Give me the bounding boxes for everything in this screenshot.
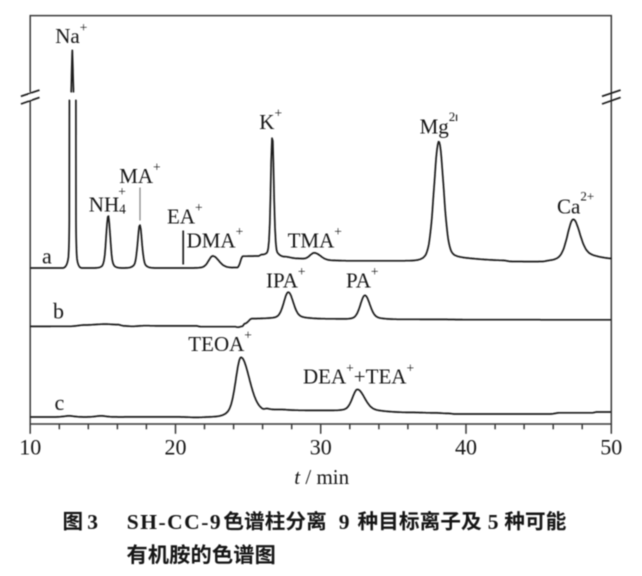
svg-text:30: 30 bbox=[310, 435, 332, 460]
svg-text:EA+: EA+ bbox=[167, 200, 203, 228]
svg-text:t / min: t / min bbox=[294, 465, 349, 489]
svg-text:20: 20 bbox=[165, 435, 187, 460]
svg-text:3: 3 bbox=[87, 510, 98, 534]
svg-text:40: 40 bbox=[455, 435, 477, 460]
svg-text:DEA++TEA+: DEA++TEA+ bbox=[303, 360, 414, 388]
svg-text:10: 10 bbox=[19, 435, 41, 460]
svg-text:TMA+: TMA+ bbox=[288, 224, 342, 252]
svg-text:5: 5 bbox=[488, 510, 499, 534]
svg-text:c: c bbox=[55, 390, 65, 415]
svg-text:50: 50 bbox=[600, 435, 622, 460]
svg-text:TEOA+: TEOA+ bbox=[188, 328, 252, 356]
svg-text:SH-CC-9: SH-CC-9 bbox=[127, 510, 222, 534]
svg-text:b: b bbox=[53, 299, 64, 324]
svg-text:9: 9 bbox=[339, 510, 350, 534]
svg-text:a: a bbox=[42, 244, 52, 269]
svg-text:DMA+: DMA+ bbox=[187, 224, 244, 252]
